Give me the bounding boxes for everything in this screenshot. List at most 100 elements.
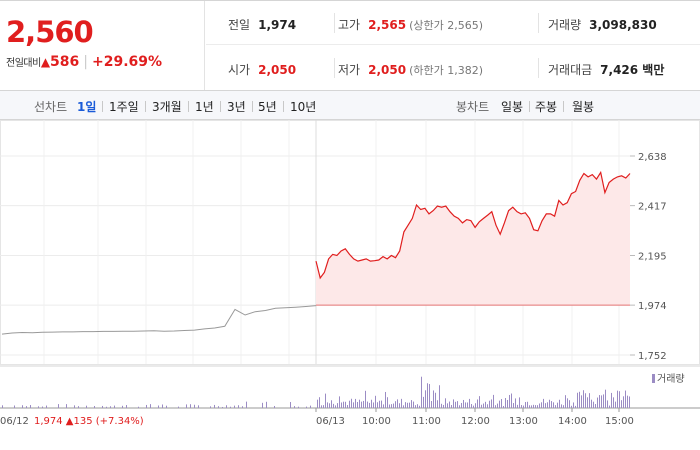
volume-bar — [505, 398, 506, 408]
volume-bar — [491, 399, 492, 408]
volume-bar — [166, 405, 167, 408]
volume-bar — [447, 403, 448, 408]
volume-bar — [14, 405, 15, 408]
volume-bar — [495, 405, 496, 408]
volume-bar — [78, 406, 79, 408]
volume-bar — [479, 396, 480, 408]
candle-tab-daily[interactable]: 일봉 — [501, 100, 524, 114]
stat-open: 시가 2,050 — [228, 61, 296, 78]
volume-bar — [415, 405, 416, 408]
stat-label: 전일 — [228, 18, 251, 32]
volume-bar — [499, 400, 500, 408]
volume-bar — [525, 402, 526, 408]
volume-bar — [429, 384, 430, 408]
volume-bar — [483, 403, 484, 408]
y-tick-label: 1,974 — [638, 301, 667, 312]
prev-day-summary: 1,974 ▲135 (+7.34%) — [34, 416, 144, 427]
volume-bar — [343, 401, 344, 408]
volume-bar — [310, 405, 311, 408]
volume-bar — [497, 403, 498, 408]
volume-bar — [230, 406, 231, 408]
volume-bar — [519, 397, 520, 408]
volume-bar — [485, 401, 486, 408]
toolbar-divider — [145, 101, 146, 112]
period-tab-5y[interactable]: 5년 — [258, 100, 277, 114]
volume-bar — [26, 406, 27, 408]
volume-legend: 거래량 — [652, 373, 685, 385]
x-axis-ticks: 06/12 1,974 ▲135 (+7.34%) 06/13 10:00 11:00 1… — [0, 408, 634, 427]
y-tick-label: 1,752 — [638, 351, 667, 362]
volume-bar — [441, 403, 442, 408]
volume-bar — [417, 404, 418, 408]
period-tab-1y[interactable]: 1년 — [195, 100, 214, 114]
chart-area-fill — [316, 172, 630, 306]
volume-bar — [393, 403, 394, 408]
stat-divider — [334, 58, 335, 78]
volume-bar — [323, 405, 324, 408]
chart-toolbar: 선차트 1일 1주일 3개월 1년 3년 5년 10년 봉차트 일봉 주봉 월봉 — [0, 90, 700, 120]
volume-bar — [327, 402, 328, 408]
period-tab-1w[interactable]: 1주일 — [109, 100, 139, 114]
stat-value: 2,565 — [368, 18, 407, 32]
toolbar-divider — [283, 101, 284, 112]
volume-bar — [411, 400, 412, 408]
lower-limit: (하한가 1,382) — [409, 64, 483, 77]
volume-bar — [559, 399, 560, 408]
stats-row-2: 시가 2,050 저가 2,050 (하한가 1,382) 거래대금 7,426 백만 — [206, 46, 700, 90]
volume-bar — [445, 398, 446, 408]
up-arrow-icon: ▲ — [40, 55, 51, 69]
volume-bar — [359, 399, 360, 408]
volume-bar — [178, 406, 179, 408]
volume-bar — [465, 402, 466, 408]
volume-bar — [122, 405, 123, 408]
volume-bar — [381, 400, 382, 408]
candle-tab-monthly[interactable]: 월봉 — [572, 100, 595, 114]
volume-bar — [357, 402, 358, 408]
volume-bar — [42, 406, 43, 408]
volume-bar — [375, 395, 376, 408]
volume-bar — [541, 402, 542, 408]
volume-bar — [335, 405, 336, 408]
x-tick-label: 11:00 — [412, 416, 441, 427]
volume-bar — [353, 402, 354, 408]
volume-bar — [569, 400, 570, 408]
volume-bar — [46, 405, 47, 408]
volume-bar — [38, 406, 39, 408]
volume-bar — [319, 397, 320, 408]
volume-bar — [325, 393, 326, 408]
today-area-fill — [316, 172, 630, 306]
volume-bar — [439, 385, 440, 408]
volume-bar — [433, 390, 434, 408]
volume-bar — [623, 396, 624, 408]
volume-bar — [94, 406, 95, 408]
y-axis-ticks: 2,638 2,417 2,195 1,974 1,752 — [630, 152, 667, 362]
stat-label: 저가 — [338, 63, 361, 77]
volume-bar — [389, 404, 390, 408]
volume-bar — [226, 405, 227, 408]
volume-bar — [457, 401, 458, 408]
volume-bar — [577, 392, 578, 408]
stat-amount: 거래대금 7,426 백만 — [548, 61, 664, 78]
volume-bar — [619, 391, 620, 408]
volume-bar — [589, 393, 590, 408]
volume-bar — [579, 391, 580, 408]
volume-bar — [571, 405, 572, 408]
y-tick-label: 2,195 — [638, 252, 667, 263]
volume-bar — [214, 404, 215, 408]
volume-bar — [527, 401, 528, 408]
x-tick-prev-day: 06/12 — [0, 416, 29, 427]
period-tab-3y[interactable]: 3년 — [227, 100, 246, 114]
volume-bar — [431, 400, 432, 408]
period-tab-1d[interactable]: 1일 — [77, 100, 97, 114]
candle-tab-weekly[interactable]: 주봉 — [535, 100, 558, 114]
period-tab-3m[interactable]: 3개월 — [152, 100, 182, 114]
volume-bar — [391, 404, 392, 408]
volume-bar — [126, 405, 127, 408]
volume-bar — [513, 403, 514, 408]
volume-bar — [333, 403, 334, 408]
toolbar-divider — [563, 101, 564, 112]
volume-bar — [551, 401, 552, 408]
volume-bar — [545, 403, 546, 408]
volume-bar — [493, 394, 494, 408]
period-tab-10y[interactable]: 10년 — [290, 100, 317, 114]
